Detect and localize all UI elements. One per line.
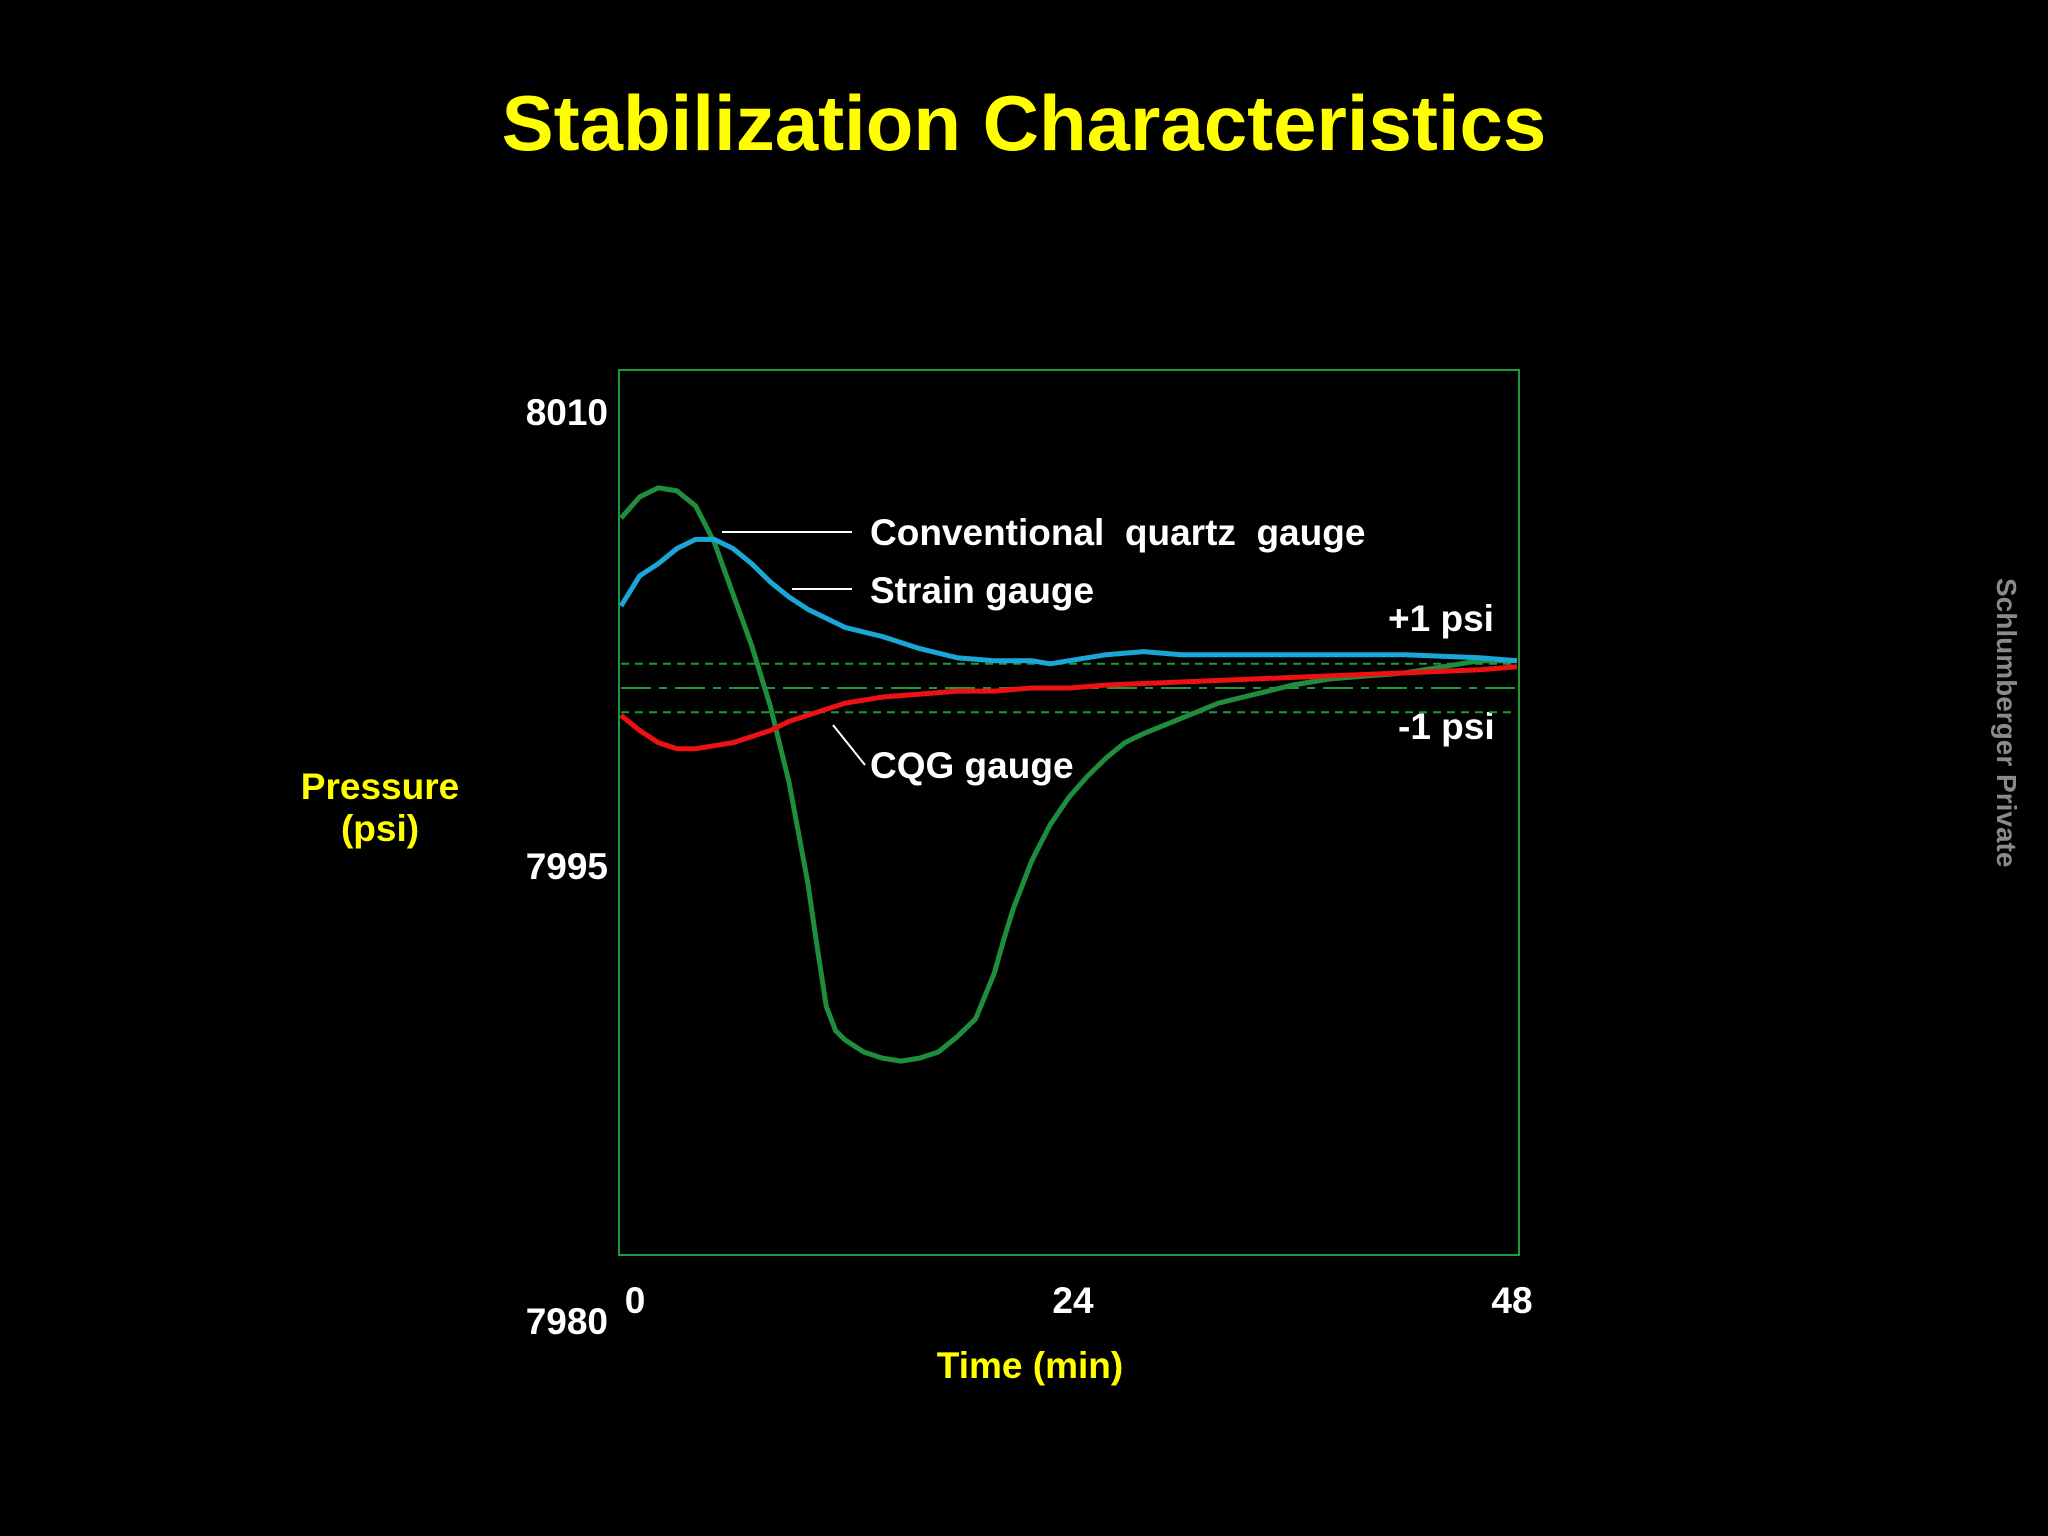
annotation-conventional-quartz-gauge: Conventional quartz gauge [870, 512, 1366, 553]
y-axis-label-line1: Pressure [300, 766, 460, 807]
y-tick-label-7995: 7995 [525, 846, 608, 887]
x-tick-label-24: 24 [1052, 1280, 1094, 1321]
series-strain-gauge-line [618, 536, 1518, 667]
plot-frame [618, 369, 1520, 1256]
y-tick-label-8010: 8010 [525, 392, 608, 433]
y-axis-label: Pressure (psi) [250, 766, 510, 850]
series-cqg-gauge-line [619, 664, 1518, 752]
annotation-cqg-gauge: CQG gauge [870, 745, 1074, 786]
slide-title: Stabilization Characteristics [501, 79, 1547, 167]
series-conventional-quartz-gauge-line [619, 485, 1517, 1064]
y-axis-label-line2: (psi) [340, 808, 420, 849]
classification-label: Schlumberger Private [1991, 578, 2022, 868]
leader-cqg [832, 724, 866, 766]
y-tick-label-7980: 7980 [525, 1301, 608, 1342]
x-tick-label-0: 0 [624, 1280, 646, 1321]
x-axis-label: Time (min) [936, 1345, 1124, 1386]
x-tick-label-48: 48 [1491, 1280, 1533, 1321]
annotation-strain-gauge: Strain gauge [870, 570, 1095, 611]
reference-label-plus-1-psi: +1 psi [1388, 598, 1494, 639]
